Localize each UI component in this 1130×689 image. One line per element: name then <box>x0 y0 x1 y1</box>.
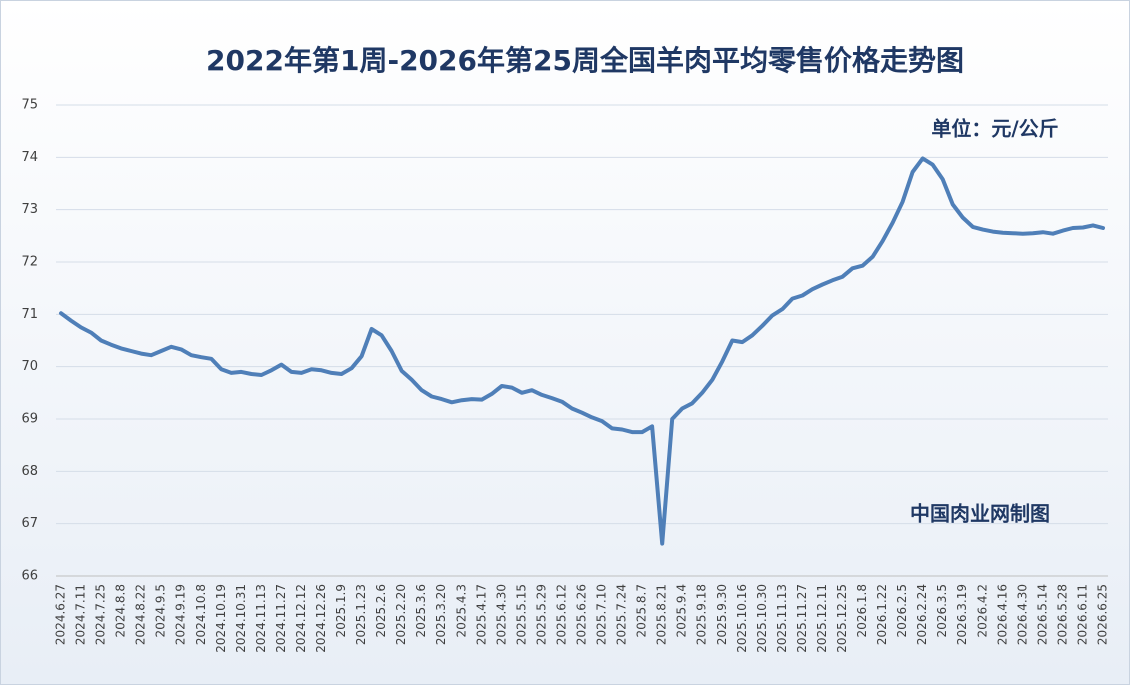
x-tick-label: 2025.8.7 <box>635 584 649 637</box>
y-tick-label: 67 <box>21 516 38 531</box>
chart-title: 2022年第1周-2026年第25周全国羊肉平均零售价格走势图 <box>206 44 964 77</box>
x-tick-label: 2024.8.22 <box>134 584 148 645</box>
x-tick-label: 2026.5.28 <box>1055 584 1069 645</box>
x-tick-label: 2024.11.13 <box>254 584 268 653</box>
x-tick-label: 2024.9.5 <box>154 584 168 637</box>
x-tick-label: 2025.1.23 <box>354 584 368 645</box>
x-tick-label: 2025.10.30 <box>755 584 769 653</box>
x-tick-label: 2026.3.5 <box>935 584 949 637</box>
x-tick-label: 2024.12.12 <box>294 584 308 653</box>
x-tick-label: 2025.10.16 <box>735 584 749 653</box>
x-tick-label: 2025.9.18 <box>695 584 709 645</box>
x-tick-label: 2025.3.6 <box>414 584 428 637</box>
x-tick-label: 2024.7.11 <box>74 584 88 645</box>
x-tick-label: 2025.1.9 <box>334 584 348 637</box>
y-tick-label: 75 <box>21 98 38 113</box>
x-tick-label: 2025.3.20 <box>434 584 448 645</box>
x-tick-label: 2025.5.29 <box>534 584 548 645</box>
x-tick-label: 2025.9.30 <box>715 584 729 645</box>
x-tick-label: 2025.4.3 <box>454 584 468 637</box>
x-tick-label: 2025.9.4 <box>675 584 689 637</box>
y-tick-label: 73 <box>21 202 38 217</box>
x-tick-label: 2025.8.21 <box>655 584 669 645</box>
x-tick-label: 2024.10.8 <box>194 584 208 645</box>
x-tick-label: 2025.12.25 <box>835 584 849 653</box>
x-tick-label: 2025.5.15 <box>514 584 528 645</box>
x-tick-label: 2025.6.12 <box>554 584 568 645</box>
y-tick-label: 71 <box>21 307 38 322</box>
x-tick-label: 2024.9.19 <box>174 584 188 645</box>
x-tick-label: 2025.4.30 <box>494 584 508 645</box>
x-tick-label: 2026.6.11 <box>1075 584 1089 645</box>
x-tick-label: 2026.1.8 <box>855 584 869 637</box>
x-tick-label: 2025.7.24 <box>615 584 629 645</box>
x-tick-label: 2025.7.10 <box>595 584 609 645</box>
x-tick-label: 2026.5.14 <box>1035 584 1049 645</box>
x-tick-label: 2025.11.13 <box>775 584 789 653</box>
y-tick-label: 74 <box>21 150 38 165</box>
y-tick-label: 66 <box>21 569 38 584</box>
source-note: 中国肉业网制图 <box>910 502 1050 526</box>
y-tick-label: 69 <box>21 412 38 427</box>
x-tick-label: 2025.2.20 <box>394 584 408 645</box>
x-tick-label: 2024.10.19 <box>214 584 228 653</box>
x-tick-label: 2026.6.25 <box>1096 584 1110 645</box>
x-tick-label: 2026.2.24 <box>915 584 929 645</box>
x-tick-label: 2024.8.8 <box>114 584 128 637</box>
x-tick-label: 2025.12.11 <box>815 584 829 653</box>
x-tick-label: 2024.6.27 <box>54 584 68 645</box>
x-tick-label: 2025.4.17 <box>474 584 488 645</box>
y-tick-label: 68 <box>21 464 38 479</box>
x-tick-label: 2024.7.25 <box>94 584 108 645</box>
x-tick-label: 2025.6.26 <box>575 584 589 645</box>
x-tick-label: 2024.11.27 <box>274 584 288 653</box>
x-tick-label: 2026.4.30 <box>1015 584 1029 645</box>
x-tick-label: 2025.11.27 <box>795 584 809 653</box>
x-tick-label: 2026.4.2 <box>975 584 989 637</box>
unit-label: 单位：元/公斤 <box>931 117 1058 141</box>
x-tick-label: 2025.2.6 <box>374 584 388 637</box>
price-line <box>59 156 1105 546</box>
x-tick-label: 2026.1.22 <box>875 584 889 645</box>
x-tick-label: 2026.2.5 <box>895 584 909 637</box>
y-tick-label: 70 <box>21 359 38 374</box>
x-tick-label: 2026.4.16 <box>995 584 1009 645</box>
x-tick-label: 2026.3.19 <box>955 584 969 645</box>
x-tick-label: 2024.12.26 <box>314 584 328 653</box>
x-tick-label: 2024.10.31 <box>234 584 248 653</box>
y-tick-label: 72 <box>21 255 38 270</box>
